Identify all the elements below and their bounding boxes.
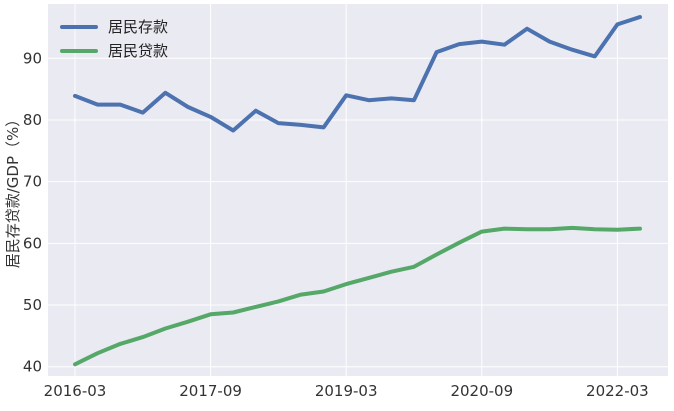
y-tick-labels: 40 50 60 70 80 90 xyxy=(23,49,42,375)
x-tick-label: 2019-03 xyxy=(315,382,378,400)
y-tick-label: 40 xyxy=(23,358,42,376)
x-tick-label: 2016-03 xyxy=(44,382,107,400)
y-tick-label: 80 xyxy=(23,111,42,129)
series-line-2 xyxy=(73,225,642,367)
x-tick-label: 2020-09 xyxy=(450,382,513,400)
y-tick-label: 50 xyxy=(23,296,42,314)
y-tick-label: 60 xyxy=(23,234,42,252)
legend-label-2: 居民贷款 xyxy=(108,42,168,60)
y-tick-label: 70 xyxy=(23,173,42,191)
y-tick-label: 90 xyxy=(23,49,42,67)
y-axis-label: 居民存贷款/GDP（%） xyxy=(4,112,22,269)
x-tick-labels: 2016-03 2017-09 2019-03 2020-09 2022-03 xyxy=(44,382,649,400)
legend-label-1: 居民存款 xyxy=(108,18,168,36)
series-line-1 xyxy=(73,15,642,133)
x-tick-label: 2022-03 xyxy=(586,382,649,400)
series-lines xyxy=(73,15,642,367)
x-tick-label: 2017-09 xyxy=(179,382,242,400)
plot-area xyxy=(48,4,668,376)
gridlines xyxy=(48,4,668,376)
